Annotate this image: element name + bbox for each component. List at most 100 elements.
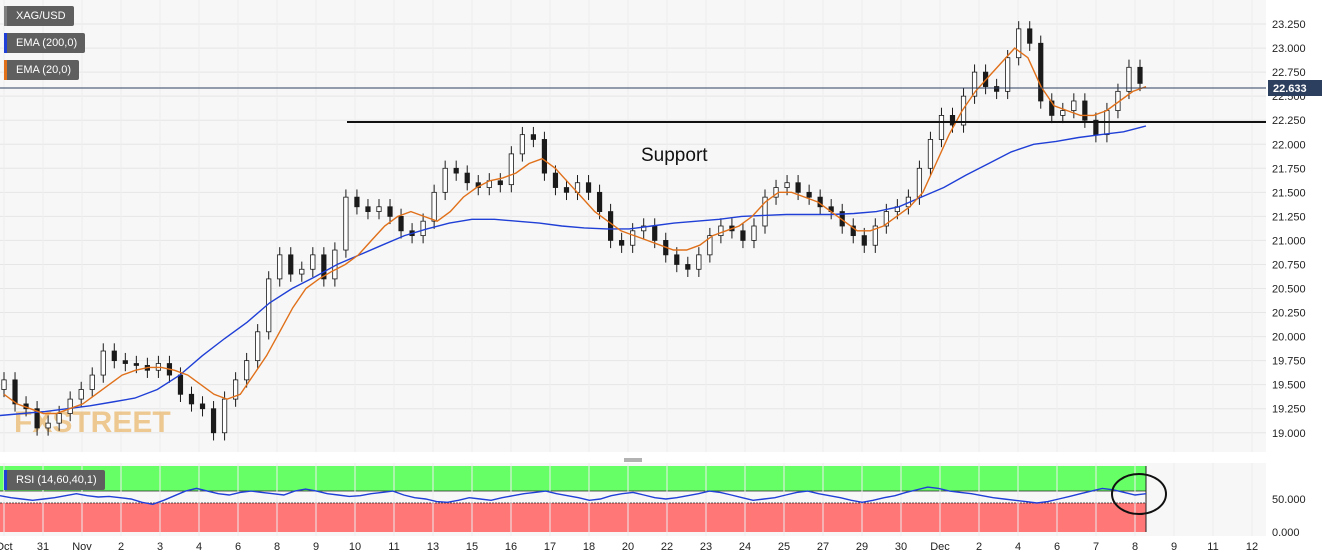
candle-body [960, 95, 967, 126]
candle-body [67, 398, 73, 414]
ema20-tag[interactable]: EMA (20,0) [4, 60, 80, 80]
candle-body [177, 374, 184, 395]
candle-body [762, 196, 768, 227]
rsi-layer [0, 486, 1147, 506]
x-tick: Oct [0, 541, 13, 553]
candle-body [497, 180, 503, 186]
candle-body [199, 403, 206, 410]
x-tick: 3 [157, 541, 163, 553]
ema20-label: EMA (20,0) [16, 64, 72, 76]
candle-body [431, 191, 437, 222]
candle-body [1005, 57, 1011, 92]
rsi-line [0, 486, 1147, 506]
candle-body [288, 254, 294, 275]
candle-body [806, 191, 812, 198]
candle-body [365, 206, 371, 212]
candle-body [883, 211, 889, 227]
candle-body [608, 211, 614, 241]
price-tag: 22.633 [1273, 83, 1307, 95]
candle-body [994, 86, 1000, 92]
candle-body [1016, 28, 1022, 59]
candle-body [1071, 100, 1077, 111]
x-tick: 8 [274, 541, 280, 553]
candle-body [585, 182, 592, 193]
candle-body [1082, 100, 1088, 121]
price-y-tick: 22.750 [1272, 67, 1306, 79]
symbol-label: XAG/USD [16, 10, 66, 22]
candle-body [938, 115, 945, 140]
x-tick: 11 [388, 541, 399, 553]
x-tick: 12 [1246, 541, 1258, 553]
price-y-tick: 22.000 [1272, 139, 1306, 151]
candle-body [464, 172, 470, 184]
price-y-tick: 19.250 [1272, 404, 1306, 416]
candle-body [519, 134, 525, 155]
x-tick: 23 [700, 541, 712, 553]
candle-body [453, 167, 459, 174]
x-tick: 25 [778, 541, 790, 553]
symbol-tag[interactable]: XAG/USD [4, 6, 74, 26]
candle-body [343, 196, 349, 251]
price-y-tick: 20.000 [1272, 332, 1306, 344]
candle-body [707, 235, 713, 256]
rsi-swatch [4, 470, 7, 490]
x-tick: 17 [544, 541, 556, 553]
candle-body [89, 374, 95, 390]
axes: 19.00019.25019.50019.75020.00020.25020.5… [0, 19, 1306, 553]
x-tick: 9 [1171, 541, 1177, 553]
price-y-tick: 21.000 [1272, 235, 1306, 247]
candle-body [78, 389, 84, 400]
candle-body [299, 268, 305, 275]
rsi-y-tick: 50.000 [1272, 494, 1306, 506]
candle-body [630, 230, 636, 246]
candle-body [376, 206, 382, 212]
rsi-label: RSI (14,60,40,1) [16, 474, 97, 486]
x-tick: 30 [895, 541, 907, 553]
candle-body [508, 153, 514, 186]
candle-body [12, 379, 18, 405]
candle-body [210, 408, 217, 434]
candle-body [354, 196, 360, 208]
rsi-tag[interactable]: RSI (14,60,40,1) [4, 470, 105, 490]
candle-body [696, 254, 702, 270]
candle-body [563, 187, 570, 193]
candle-body [277, 254, 283, 280]
rsi-upper-zone [0, 466, 1146, 491]
candle-body [1126, 66, 1132, 92]
x-tick: 22 [661, 541, 673, 553]
x-tick: 31 [37, 541, 49, 553]
x-tick: 16 [505, 541, 517, 553]
candle-body [1027, 28, 1033, 44]
x-tick: 27 [817, 541, 829, 553]
price-y-tick: 20.250 [1272, 308, 1306, 320]
candle-body [133, 363, 139, 366]
x-tick: 4 [1015, 541, 1021, 553]
price-layer [0, 21, 1147, 441]
x-tick: 29 [856, 541, 868, 553]
price-y-tick: 20.500 [1272, 284, 1306, 296]
x-tick: Dec [930, 541, 950, 553]
ema200-tag[interactable]: EMA (200,0) [4, 33, 86, 53]
candle-body [674, 254, 680, 265]
x-tick: 15 [466, 541, 478, 553]
rsi-highlight-circle [1111, 473, 1167, 515]
candle-body [34, 408, 40, 429]
price-y-tick: 20.750 [1272, 259, 1306, 271]
price-y-tick: 21.250 [1272, 211, 1306, 223]
price-y-tick: 21.750 [1272, 163, 1306, 175]
candle-body [718, 225, 724, 237]
ema200-line [0, 125, 1147, 417]
candle-body [861, 235, 867, 246]
candle-body [1038, 42, 1044, 102]
candle-body [784, 182, 790, 188]
rsi-lower-zone [0, 503, 1146, 532]
candle-body [530, 134, 536, 140]
candle-body [850, 225, 856, 237]
candle-body [233, 379, 239, 400]
x-tick: 13 [427, 541, 439, 553]
candle-body [56, 413, 62, 424]
rsi-y-tick: 0.000 [1272, 527, 1300, 539]
x-tick: 24 [739, 541, 751, 553]
